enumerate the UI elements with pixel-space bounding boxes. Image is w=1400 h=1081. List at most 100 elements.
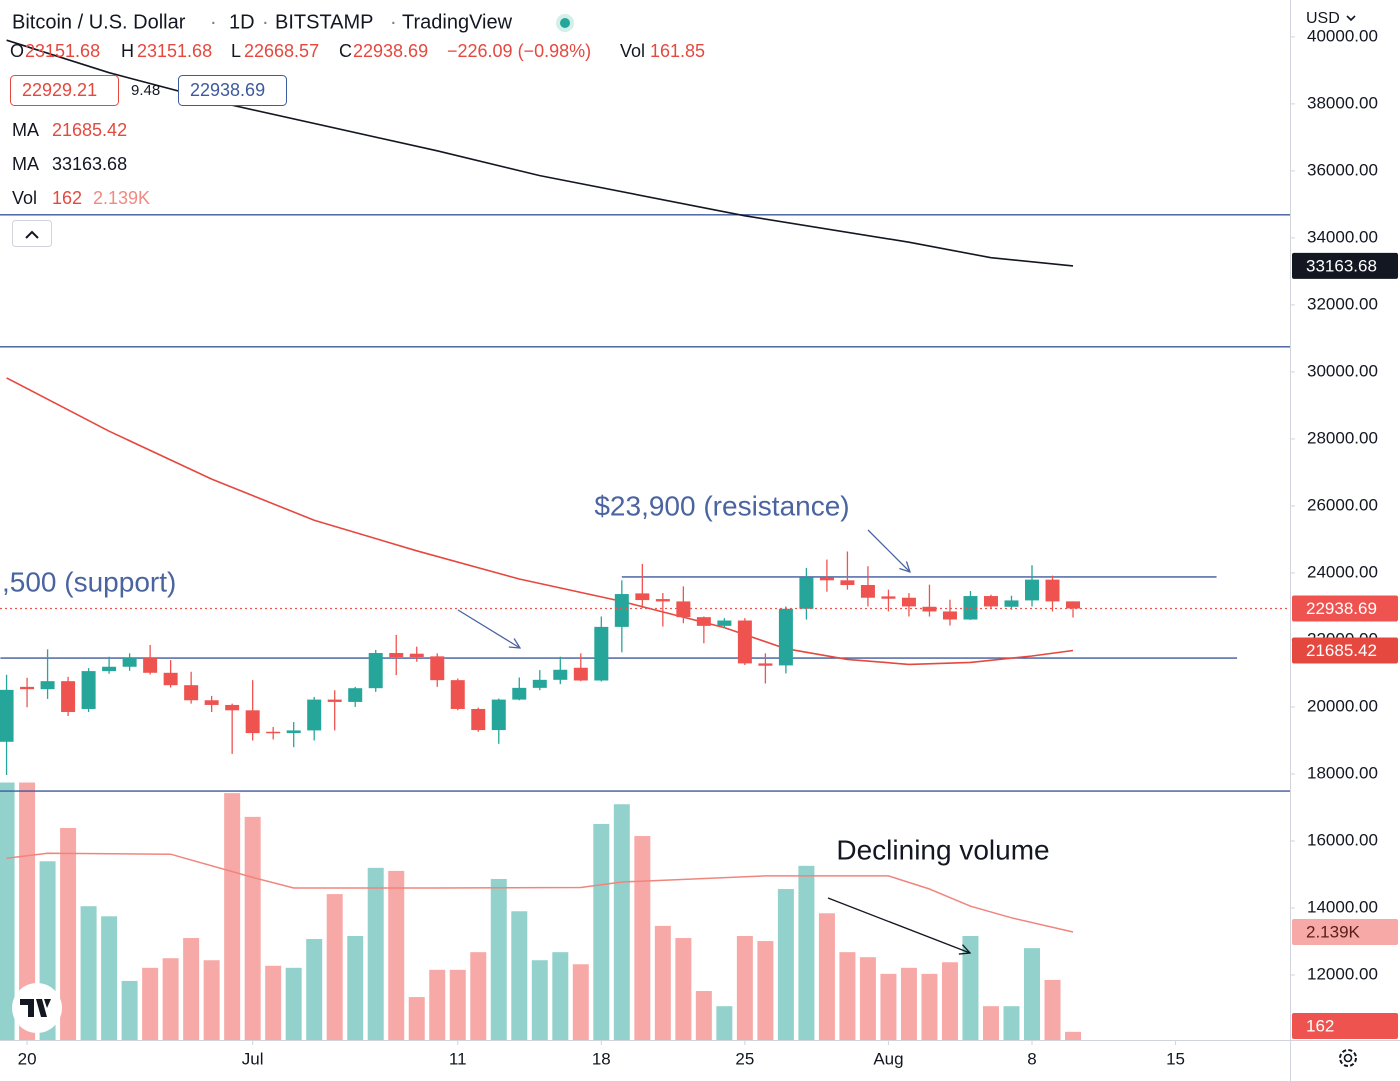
- volume-bar: [675, 938, 692, 1040]
- sell-button[interactable]: [10, 75, 119, 106]
- annotation: Declining volume: [836, 834, 1049, 865]
- volume-bar: [367, 867, 384, 1040]
- volume-bar: [777, 889, 794, 1040]
- volume-bar: [695, 991, 712, 1040]
- candle-body: [61, 681, 76, 712]
- candle-body: [983, 596, 998, 607]
- volume-bar: [531, 960, 548, 1040]
- volume-bar: [142, 967, 159, 1040]
- candle-body: [40, 681, 55, 690]
- volume-bar: [162, 958, 179, 1040]
- separator: ·: [390, 11, 397, 33]
- volume-bar: [552, 952, 569, 1040]
- candle-body: [245, 710, 260, 734]
- volume-bar: [798, 865, 815, 1040]
- vol-name: Vol: [12, 188, 37, 208]
- volume-bar: [593, 823, 610, 1040]
- collapse-button[interactable]: [12, 220, 52, 247]
- ohlc-label: Vol: [620, 41, 645, 61]
- volume-bar: [80, 906, 97, 1040]
- candle-body: [204, 700, 219, 705]
- arrow: [827, 897, 970, 953]
- candle-body: [409, 653, 424, 658]
- settings-icon[interactable]: [1339, 1049, 1357, 1067]
- annotation: $23,900 (resistance): [594, 490, 849, 521]
- ma-line: [6, 39, 1074, 267]
- arrow: [867, 529, 910, 572]
- volume-bar: [818, 913, 835, 1040]
- legend: Bitcoin / U.S. Dollar · 1D · BITSTAMP · …: [10, 11, 705, 247]
- volume-bar: [1003, 1006, 1020, 1040]
- volume-bar: [429, 969, 446, 1040]
- separator: ·: [262, 11, 269, 33]
- x-tick-label: 15: [1166, 1049, 1185, 1068]
- volume-bar: [941, 962, 958, 1040]
- volume-bar: [121, 980, 138, 1040]
- logo[interactable]: [12, 983, 62, 1033]
- candle-body: [266, 731, 281, 734]
- x-tick-label: 20: [18, 1049, 37, 1068]
- volume-bar: [1044, 979, 1061, 1040]
- candle-body: [491, 699, 506, 731]
- gear[interactable]: [1339, 1049, 1357, 1067]
- ohlc-value: 23151.68: [137, 41, 212, 61]
- gear[interactable]: [1343, 1053, 1353, 1063]
- volume-bar: [921, 973, 938, 1040]
- volume-bar: [859, 957, 876, 1040]
- ma-badge-bg: [1292, 637, 1398, 664]
- volume-bar: [101, 916, 118, 1040]
- sell-price[interactable]: 22929.21: [22, 80, 97, 100]
- candle-body: [840, 580, 855, 585]
- candle-body: [799, 577, 814, 609]
- volume-badge: 162: [1306, 1016, 1334, 1035]
- candle-body: [430, 656, 445, 681]
- volume-bar: [1024, 948, 1040, 1040]
- chevron-icon[interactable]: [25, 230, 39, 239]
- buy-button[interactable]: [178, 75, 287, 106]
- ohlc-value: 22938.69: [353, 41, 428, 61]
- currency-chevron[interactable]: [1346, 15, 1356, 22]
- candle-body: [471, 708, 486, 731]
- volume-ma-line: [6, 852, 1074, 933]
- time-axis-bg: [0, 1040, 1400, 1081]
- logo-icon[interactable]: [20, 999, 51, 1017]
- candle-body: [922, 606, 937, 612]
- candle-body: [655, 599, 670, 602]
- volume-bar: [265, 965, 282, 1040]
- y-tick-label: 20000.00: [1307, 696, 1378, 715]
- vol-ma-value: 2.139K: [93, 188, 150, 208]
- volume-bar: [19, 782, 36, 1040]
- y-tick-label: 40000.00: [1307, 26, 1378, 45]
- candle-body: [20, 686, 35, 690]
- candle-body: [512, 687, 527, 700]
- volume-bar: [60, 827, 77, 1040]
- volume-bar: [757, 941, 774, 1040]
- spread: 9.48: [131, 82, 160, 99]
- x-tick-label: 8: [1027, 1049, 1036, 1068]
- candle-body: [1045, 579, 1060, 602]
- candle-body: [963, 596, 978, 620]
- logo-bg[interactable]: [12, 983, 62, 1033]
- volume-bar: [470, 952, 487, 1040]
- candle-body: [778, 608, 793, 666]
- volume-bar: [183, 938, 200, 1040]
- volume-bar: [388, 870, 405, 1040]
- plot-area: [0, 39, 1290, 1040]
- buy-price[interactable]: 22938.69: [190, 80, 265, 100]
- status-dot: [560, 18, 570, 28]
- candle-body: [594, 626, 609, 681]
- symbol-title: Bitcoin / U.S. Dollar: [12, 11, 186, 33]
- ohlc-value: 161.85: [650, 41, 705, 61]
- y-tick-label: 36000.00: [1307, 160, 1378, 179]
- currency[interactable]: USD: [1306, 10, 1340, 27]
- volume-bar: [839, 952, 856, 1040]
- volume-bar: [634, 836, 651, 1040]
- ma-value: 21685.42: [52, 120, 127, 140]
- change: −226.09 (−0.98%): [447, 41, 591, 61]
- volume-ma-badge: 2.139K: [1306, 922, 1361, 941]
- ma-name: MA: [12, 120, 39, 140]
- volume-bar: [285, 967, 302, 1040]
- volume-bar: [982, 1006, 999, 1040]
- candle-body: [758, 663, 773, 666]
